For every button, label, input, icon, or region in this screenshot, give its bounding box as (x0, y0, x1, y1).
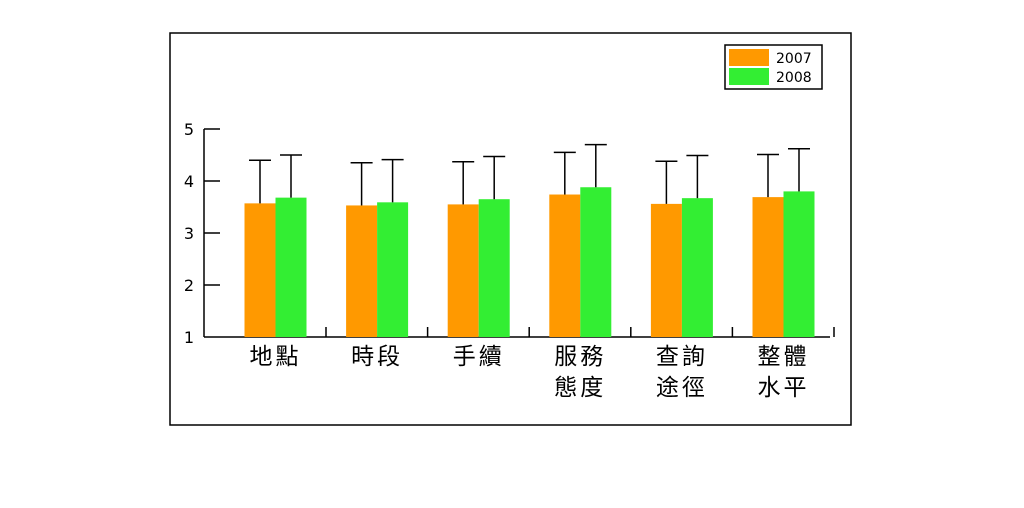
x-tick-label: 整體 (758, 344, 810, 370)
bar-2008 (580, 187, 612, 337)
bar-2007 (244, 203, 276, 337)
legend-label: 2008 (776, 70, 812, 86)
bar-2008 (275, 197, 307, 337)
bar-2007 (650, 203, 682, 337)
bar-2007 (447, 204, 479, 337)
y-tick-label: 2 (184, 276, 194, 295)
bar-2008 (478, 199, 510, 337)
bar-2007 (752, 197, 784, 337)
x-tick-label: 地點 (250, 344, 302, 370)
legend-swatch-2008 (729, 68, 769, 85)
y-tick-label: 1 (184, 328, 194, 347)
bars (244, 143, 815, 337)
x-tick-label: 服務 (554, 344, 606, 370)
bar-2007 (549, 194, 581, 337)
x-tick-label: 途徑 (656, 375, 708, 401)
x-tick-label: 手續 (453, 344, 505, 370)
legend: 2007 2008 (724, 44, 823, 90)
bar-2008 (377, 202, 409, 337)
axes: 1 2 3 4 5 (184, 120, 835, 347)
x-tick-label: 時段 (351, 344, 403, 370)
legend-label: 2007 (776, 51, 812, 67)
legend-swatch-2007 (729, 49, 769, 66)
y-tick-label: 5 (184, 120, 194, 139)
y-tick-label: 4 (184, 172, 194, 191)
y-tick-label: 3 (184, 224, 194, 243)
x-tick-label: 態度 (554, 375, 606, 401)
bar-2008 (783, 191, 815, 337)
x-tick-label: 查詢 (656, 344, 708, 370)
x-tick-label: 水平 (758, 375, 810, 401)
bar-2008 (681, 198, 713, 337)
bar-2007 (346, 205, 378, 337)
